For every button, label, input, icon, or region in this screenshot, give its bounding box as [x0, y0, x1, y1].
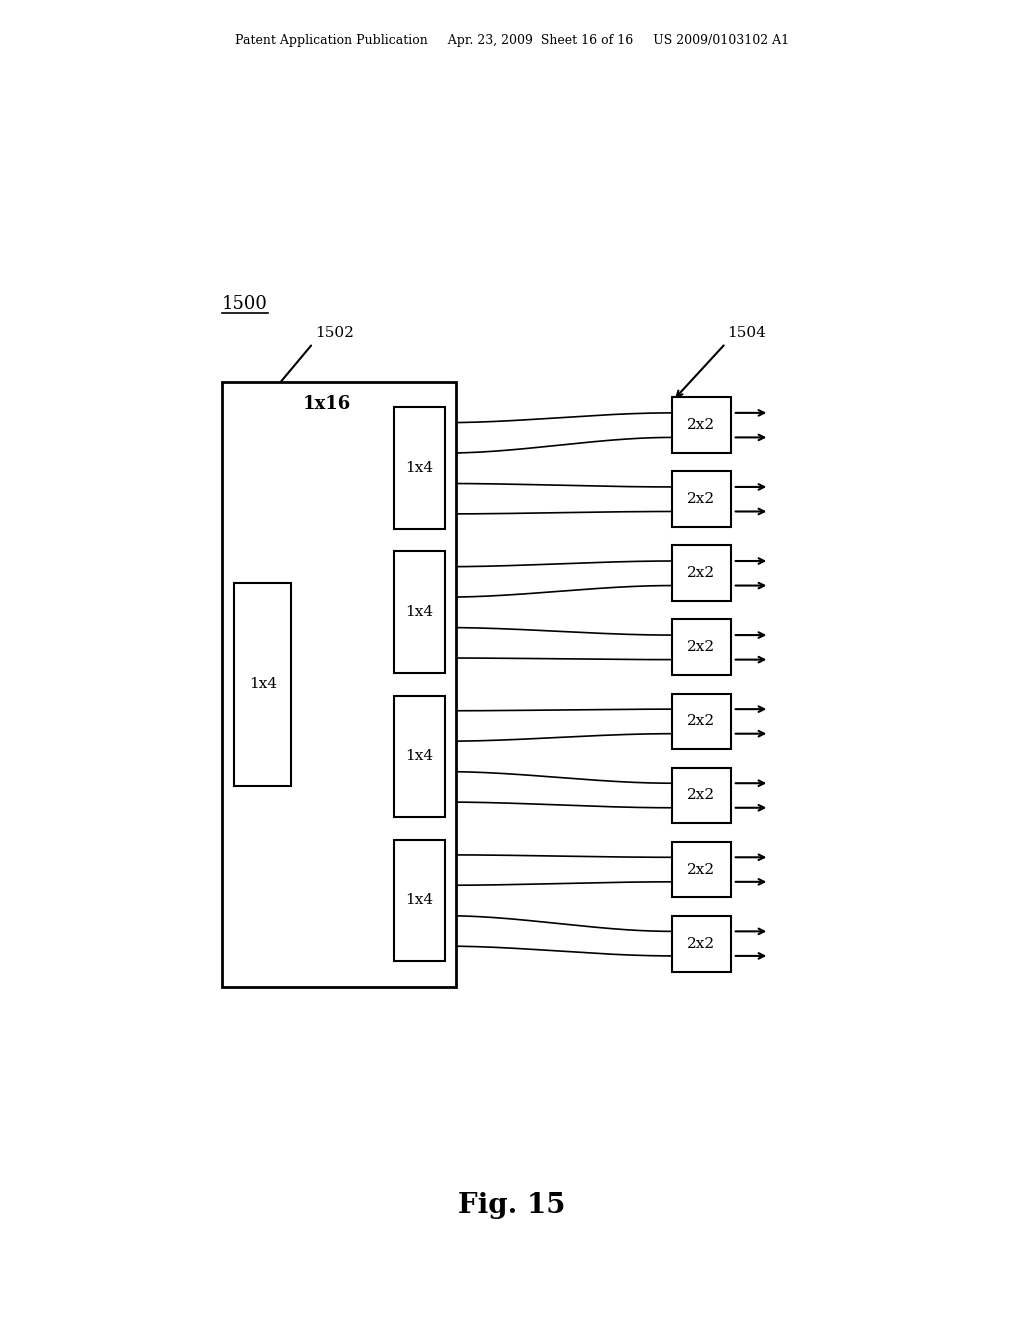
Text: 1x4: 1x4	[406, 750, 434, 763]
Text: 2x2: 2x2	[687, 640, 716, 655]
FancyBboxPatch shape	[672, 842, 731, 898]
Text: 1x4: 1x4	[406, 461, 434, 475]
Text: 1x4: 1x4	[406, 606, 434, 619]
FancyBboxPatch shape	[672, 471, 731, 527]
Text: 2x2: 2x2	[687, 937, 716, 950]
FancyBboxPatch shape	[394, 840, 445, 961]
Text: 1x4: 1x4	[249, 677, 276, 692]
Text: 2x2: 2x2	[687, 862, 716, 876]
FancyBboxPatch shape	[672, 397, 731, 453]
FancyBboxPatch shape	[672, 545, 731, 601]
FancyBboxPatch shape	[672, 768, 731, 824]
Text: Patent Application Publication     Apr. 23, 2009  Sheet 16 of 16     US 2009/010: Patent Application Publication Apr. 23, …	[234, 34, 790, 48]
FancyBboxPatch shape	[672, 693, 731, 750]
FancyBboxPatch shape	[221, 381, 456, 987]
Text: 1x4: 1x4	[406, 894, 434, 907]
FancyBboxPatch shape	[394, 408, 445, 529]
Text: 1504: 1504	[727, 326, 766, 341]
FancyBboxPatch shape	[394, 552, 445, 673]
FancyBboxPatch shape	[672, 916, 731, 972]
Text: 2x2: 2x2	[687, 566, 716, 581]
Text: 2x2: 2x2	[687, 714, 716, 729]
Text: 2x2: 2x2	[687, 418, 716, 432]
Text: Fig. 15: Fig. 15	[459, 1192, 565, 1218]
Text: 2x2: 2x2	[687, 788, 716, 803]
FancyBboxPatch shape	[234, 582, 292, 785]
Text: 2x2: 2x2	[687, 492, 716, 506]
Text: 1x16: 1x16	[303, 396, 351, 413]
FancyBboxPatch shape	[672, 619, 731, 676]
Text: 1500: 1500	[221, 294, 267, 313]
FancyBboxPatch shape	[394, 696, 445, 817]
Text: 1502: 1502	[315, 326, 354, 341]
